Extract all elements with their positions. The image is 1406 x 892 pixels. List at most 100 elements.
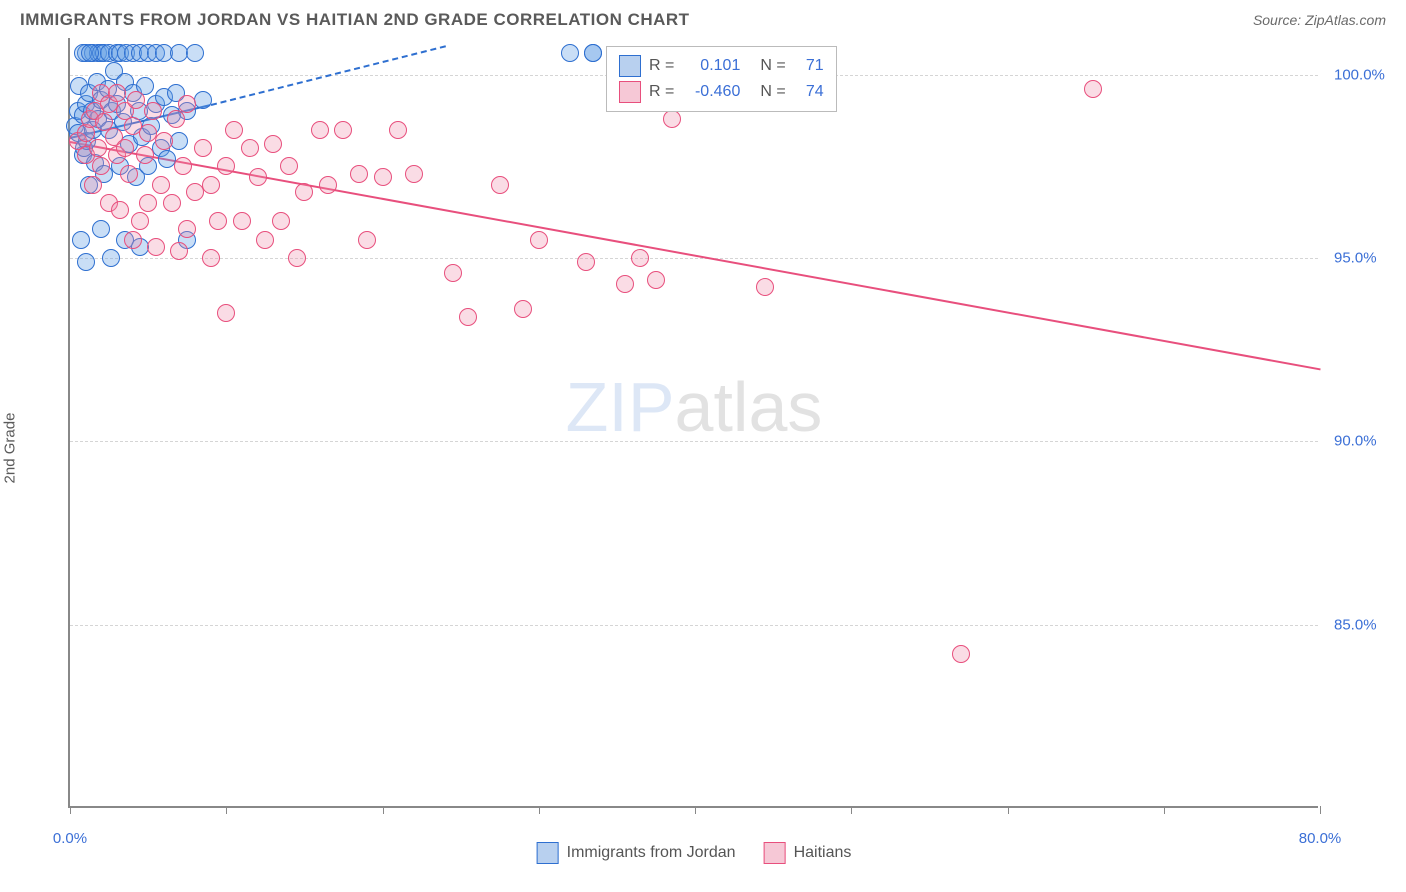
scatter-point-haitians: [194, 139, 212, 157]
y-tick-label: 100.0%: [1334, 66, 1385, 83]
scatter-point-haitians: [84, 176, 102, 194]
scatter-point-jordan: [77, 253, 95, 271]
scatter-point-haitians: [241, 139, 259, 157]
x-tick: [226, 806, 227, 814]
scatter-point-haitians: [116, 139, 134, 157]
scatter-point-haitians: [514, 300, 532, 318]
x-tick: [1164, 806, 1165, 814]
x-tick: [1320, 806, 1321, 814]
x-tick: [1008, 806, 1009, 814]
scatter-point-haitians: [374, 168, 392, 186]
scatter-point-haitians: [127, 91, 145, 109]
scatter-point-haitians: [256, 231, 274, 249]
scatter-point-jordan: [194, 91, 212, 109]
correlation-legend: R = 0.101 N = 71 R = -0.460 N = 74: [606, 46, 837, 112]
scatter-point-haitians: [152, 176, 170, 194]
scatter-point-haitians: [174, 157, 192, 175]
y-tick-label: 95.0%: [1334, 250, 1377, 267]
legend-r-label: R =: [649, 83, 674, 101]
scatter-point-haitians: [108, 84, 126, 102]
scatter-point-haitians: [209, 212, 227, 230]
y-axis-label: 2nd Grade: [2, 413, 19, 484]
gridline-h: [70, 441, 1318, 442]
series-legend: Immigrants from Jordan Haitians: [537, 842, 852, 864]
legend-n-value: 74: [794, 83, 824, 101]
scatter-point-haitians: [491, 176, 509, 194]
scatter-point-haitians: [147, 238, 165, 256]
trend-line: [210, 45, 445, 106]
legend-swatch: [619, 55, 641, 77]
scatter-point-haitians: [202, 176, 220, 194]
chart-title: IMMIGRANTS FROM JORDAN VS HAITIAN 2ND GR…: [20, 10, 690, 30]
legend-r-value: -0.460: [682, 83, 740, 101]
watermark: ZIPatlas: [566, 367, 823, 447]
legend-item: Immigrants from Jordan: [537, 842, 736, 864]
scatter-point-haitians: [295, 183, 313, 201]
plot-area: 85.0%90.0%95.0%100.0%0.0%80.0%ZIPatlasR …: [68, 38, 1318, 808]
legend-n-label: N =: [760, 83, 785, 101]
scatter-point-haitians: [155, 132, 173, 150]
scatter-point-haitians: [131, 212, 149, 230]
scatter-point-haitians: [217, 157, 235, 175]
legend-row: R = -0.460 N = 74: [619, 79, 824, 105]
scatter-point-haitians: [459, 308, 477, 326]
scatter-point-jordan: [72, 231, 90, 249]
y-tick-label: 90.0%: [1334, 433, 1377, 450]
x-tick: [539, 806, 540, 814]
legend-swatch: [764, 842, 786, 864]
legend-item: Haitians: [764, 842, 852, 864]
scatter-point-jordan: [186, 44, 204, 62]
x-tick: [70, 806, 71, 814]
x-tick: [383, 806, 384, 814]
scatter-point-haitians: [616, 275, 634, 293]
scatter-point-haitians: [319, 176, 337, 194]
scatter-point-haitians: [952, 645, 970, 663]
scatter-point-jordan: [561, 44, 579, 62]
gridline-h: [70, 625, 1318, 626]
scatter-point-haitians: [1084, 80, 1102, 98]
scatter-point-haitians: [92, 157, 110, 175]
y-tick-label: 85.0%: [1334, 616, 1377, 633]
gridline-h: [70, 258, 1318, 259]
scatter-point-haitians: [663, 110, 681, 128]
scatter-point-jordan: [584, 44, 602, 62]
scatter-point-jordan: [170, 132, 188, 150]
scatter-point-haitians: [334, 121, 352, 139]
scatter-point-haitians: [405, 165, 423, 183]
scatter-point-haitians: [111, 201, 129, 219]
scatter-point-haitians: [631, 249, 649, 267]
scatter-point-haitians: [89, 139, 107, 157]
scatter-point-haitians: [288, 249, 306, 267]
scatter-point-haitians: [225, 121, 243, 139]
scatter-point-haitians: [264, 135, 282, 153]
x-tick: [851, 806, 852, 814]
scatter-point-haitians: [647, 271, 665, 289]
legend-swatch: [619, 81, 641, 103]
x-tick: [695, 806, 696, 814]
legend-n-label: N =: [760, 57, 785, 75]
scatter-point-haitians: [530, 231, 548, 249]
scatter-point-haitians: [167, 110, 185, 128]
scatter-point-haitians: [233, 212, 251, 230]
scatter-point-haitians: [124, 231, 142, 249]
legend-n-value: 71: [794, 57, 824, 75]
scatter-point-haitians: [139, 194, 157, 212]
scatter-point-haitians: [444, 264, 462, 282]
legend-swatch: [537, 842, 559, 864]
scatter-point-haitians: [249, 168, 267, 186]
scatter-point-haitians: [217, 304, 235, 322]
scatter-point-jordan: [81, 44, 99, 62]
legend-label: Immigrants from Jordan: [567, 844, 736, 862]
scatter-point-haitians: [350, 165, 368, 183]
scatter-point-haitians: [178, 95, 196, 113]
scatter-point-haitians: [144, 102, 162, 120]
scatter-point-haitians: [311, 121, 329, 139]
scatter-point-haitians: [272, 212, 290, 230]
scatter-point-jordan: [92, 220, 110, 238]
scatter-point-haitians: [756, 278, 774, 296]
scatter-point-haitians: [178, 220, 196, 238]
legend-r-value: 0.101: [682, 57, 740, 75]
legend-row: R =0.101N =71: [619, 53, 824, 79]
x-tick-label: 0.0%: [53, 830, 87, 847]
chart-area: 2nd Grade 85.0%90.0%95.0%100.0%0.0%80.0%…: [20, 38, 1386, 858]
